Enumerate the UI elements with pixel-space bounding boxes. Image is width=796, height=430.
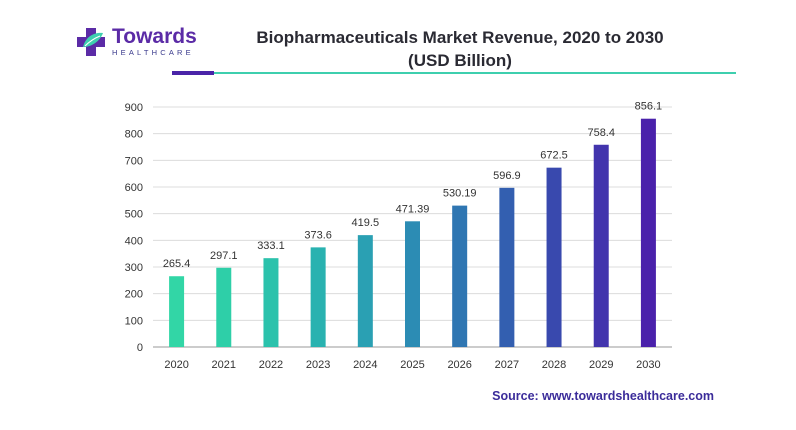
data-label-2028: 672.5 [540, 150, 568, 162]
chart-title: Biopharmaceuticals Market Revenue, 2020 … [230, 26, 690, 72]
data-label-2023: 373.6 [304, 229, 332, 241]
x-tick-label-2029: 2029 [589, 359, 613, 371]
x-tick-label-2022: 2022 [259, 359, 283, 371]
data-label-2022: 333.1 [257, 240, 285, 252]
x-tick-label-2025: 2025 [400, 359, 424, 371]
chart-title-line2: (USD Billion) [408, 51, 512, 70]
chart-title-line1: Biopharmaceuticals Market Revenue, 2020 … [256, 28, 664, 47]
bar-2027 [499, 187, 515, 347]
y-tick-label: 100 [125, 315, 143, 327]
y-tick-label: 700 [125, 155, 143, 167]
bar-2029 [593, 144, 609, 347]
y-tick-label: 300 [125, 262, 143, 274]
bar-2028 [546, 167, 562, 347]
x-tick-label-2030: 2030 [636, 359, 660, 371]
x-tick-label-2028: 2028 [542, 359, 566, 371]
x-tick-label-2020: 2020 [164, 359, 188, 371]
y-tick-label: 600 [125, 182, 143, 194]
brand-logo: Towards HEALTHCARE [76, 26, 197, 57]
y-tick-label: 200 [125, 289, 143, 301]
y-tick-label: 500 [125, 209, 143, 221]
x-tick-label-2021: 2021 [212, 359, 236, 371]
bar-2030 [640, 118, 656, 347]
data-label-2025: 471.39 [396, 203, 430, 215]
x-tick-label-2024: 2024 [353, 359, 377, 371]
data-label-2026: 530.19 [443, 188, 477, 200]
header-accent-rule [172, 71, 214, 75]
y-tick-label: 800 [125, 129, 143, 141]
x-tick-label-2027: 2027 [495, 359, 519, 371]
data-label-2021: 297.1 [210, 250, 238, 262]
bar-2026 [452, 205, 468, 347]
y-tick-label: 900 [125, 102, 143, 114]
bar-2023 [310, 247, 326, 347]
bar-2021 [216, 267, 232, 347]
data-label-2020: 265.4 [163, 258, 191, 270]
x-tick-label-2026: 2026 [447, 359, 471, 371]
x-tick-label-2023: 2023 [306, 359, 330, 371]
data-label-2029: 758.4 [587, 127, 615, 139]
header-divider-rule [214, 72, 736, 74]
y-tick-label: 0 [137, 342, 143, 354]
bar-2025 [405, 221, 420, 347]
bar-2020 [169, 276, 185, 347]
brand-name: Towards [112, 25, 197, 48]
y-tick-label: 400 [125, 235, 143, 247]
data-label-2030: 856.1 [635, 101, 663, 113]
brand-tagline: HEALTHCARE [112, 48, 194, 57]
data-label-2027: 596.9 [493, 170, 521, 182]
source-note: Source: www.towardshealthcare.com [492, 389, 714, 403]
data-label-2024: 419.5 [352, 217, 380, 229]
medical-cross-icon [77, 27, 105, 56]
bar-2024 [357, 235, 373, 347]
bar-2022 [263, 258, 279, 347]
